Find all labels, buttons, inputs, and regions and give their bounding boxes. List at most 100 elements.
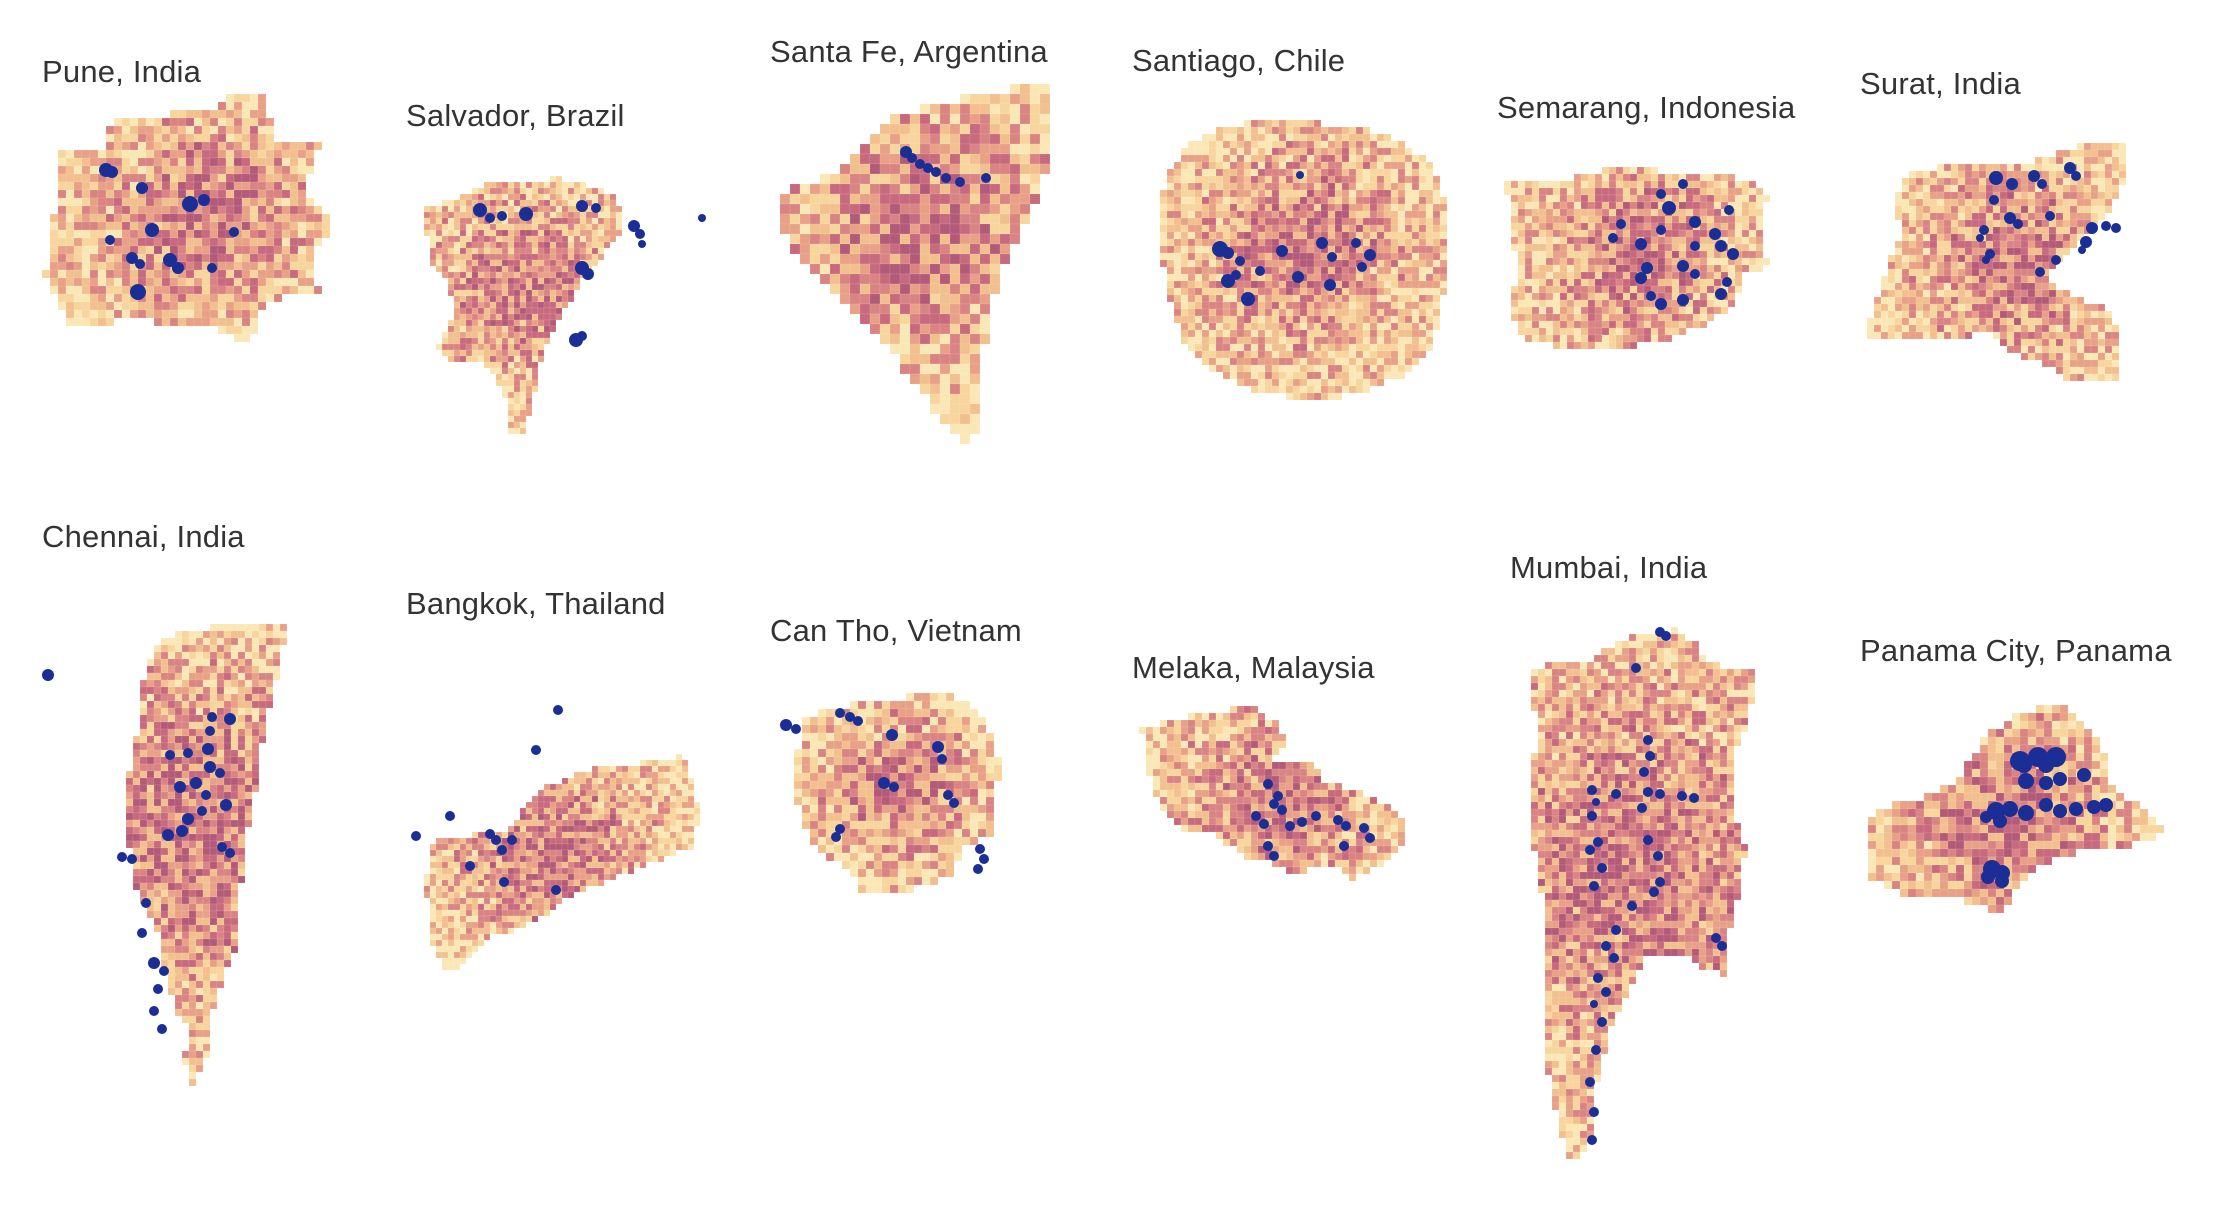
grid-cell [153, 277, 163, 287]
grid-cell [1159, 252, 1168, 261]
city-map-surat [1866, 142, 2127, 382]
grid-cell [1355, 308, 1364, 317]
grid-cell [537, 349, 545, 357]
grid-cell [57, 157, 67, 167]
grid-cell [537, 313, 545, 321]
grid-cell [1411, 350, 1420, 359]
grid-cell [1517, 180, 1526, 189]
grid-cell [1362, 273, 1371, 282]
grid-cell [169, 317, 179, 327]
grid-cell [1313, 182, 1322, 191]
grid-cell [233, 237, 243, 247]
grid-cell [2097, 170, 2106, 179]
grid-cell [1285, 182, 1294, 191]
grid-cell [471, 301, 479, 309]
grid-cell [1334, 315, 1343, 324]
grid-cell [1678, 306, 1687, 315]
grid-cell [1194, 266, 1203, 275]
grid-cell [477, 277, 485, 285]
grid-cell [1699, 187, 1708, 196]
grid-cell [1510, 180, 1519, 189]
grid-cell [1418, 336, 1427, 345]
grid-cell [1285, 357, 1294, 366]
grid-cell [1411, 245, 1420, 254]
grid-cell [1376, 161, 1385, 170]
grid-cell [1159, 245, 1168, 254]
grid-cell [513, 289, 521, 297]
grid-cell [809, 203, 821, 215]
grid-cell [1306, 392, 1315, 401]
grid-cell [1950, 198, 1959, 207]
grid-cell [1187, 294, 1196, 303]
grid-cell [1622, 320, 1631, 329]
grid-cell [1243, 315, 1252, 324]
grid-cell [1362, 168, 1371, 177]
grid-cell [97, 309, 107, 319]
grid-cell [1964, 289, 1973, 298]
grid-cell [471, 337, 479, 345]
grid-cell [1985, 184, 1994, 193]
grid-cell [1418, 161, 1427, 170]
grid-cell [1019, 103, 1031, 115]
grid-cell [1348, 329, 1357, 338]
grid-cell [1748, 222, 1757, 231]
grid-cell [73, 285, 83, 295]
grid-cell [257, 261, 267, 271]
grid-cell [1264, 231, 1273, 240]
grid-cell [531, 313, 539, 321]
grid-cell [597, 187, 605, 195]
grid-cell [97, 253, 107, 263]
grid-cell [1713, 208, 1722, 217]
grid-cell [1390, 210, 1399, 219]
grid-cell [1334, 245, 1343, 254]
grid-cell [57, 229, 67, 239]
grid-cell [1531, 320, 1540, 329]
grid-cell [929, 383, 941, 395]
grid-cell [513, 217, 521, 225]
grid-cell [81, 157, 91, 167]
grid-cell [573, 217, 581, 225]
city-panel-salvador: Salvador, Brazil [406, 98, 726, 435]
grid-cell [1194, 140, 1203, 149]
grid-cell [477, 289, 485, 297]
grid-cell [829, 213, 841, 225]
grid-cell [121, 189, 131, 199]
grid-cell [1397, 238, 1406, 247]
point-marker [931, 167, 941, 177]
grid-cell [1320, 259, 1329, 268]
grid-cell [1678, 327, 1687, 336]
grid-cell [1390, 231, 1399, 240]
grid-cell [1355, 224, 1364, 233]
grid-cell [161, 301, 171, 311]
grid-cell [495, 235, 503, 243]
grid-cell [2013, 163, 2022, 172]
grid-cell [441, 253, 449, 261]
grid-cell [1671, 187, 1680, 196]
grid-cell [1566, 187, 1575, 196]
grid-cell [1664, 243, 1673, 252]
grid-cell [1629, 215, 1638, 224]
grid-cell [201, 173, 211, 183]
grid-cell [1741, 187, 1750, 196]
grid-cell [105, 285, 115, 295]
grid-cell [1573, 264, 1582, 273]
grid-cell [1552, 264, 1561, 273]
grid-cell [233, 301, 243, 311]
grid-cell [1699, 250, 1708, 259]
grid-cell [241, 277, 251, 287]
grid-cell [471, 235, 479, 243]
grid-cell [153, 205, 163, 215]
grid-cell [1390, 322, 1399, 331]
grid-cell [939, 203, 951, 215]
grid-cell [1524, 250, 1533, 259]
grid-cell [1320, 252, 1329, 261]
grid-cell [1201, 161, 1210, 170]
grid-cell [1334, 168, 1343, 177]
grid-cell [2055, 156, 2064, 165]
grid-cell [1348, 364, 1357, 373]
grid-cell [1411, 224, 1420, 233]
grid-cell [1383, 154, 1392, 163]
grid-cell [1257, 175, 1266, 184]
grid-cell [65, 293, 75, 303]
grid-cell [2041, 247, 2050, 256]
